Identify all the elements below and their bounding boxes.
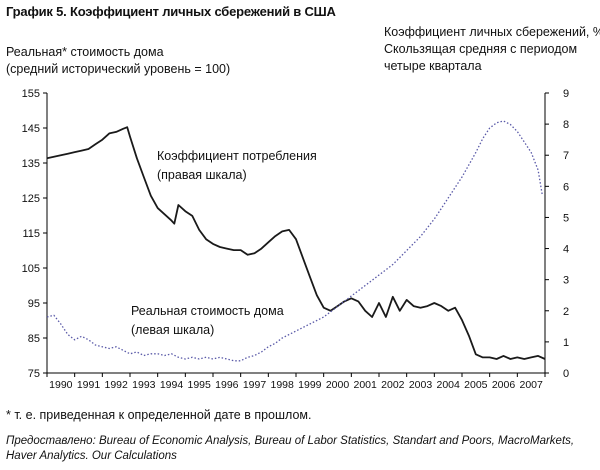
- x-tick-label: 1999: [298, 379, 322, 391]
- chart-canvas: 155 145 135 125 115 105 95 85 75 9 8 7 6 5 4 3 2 1 0 1990 19…: [22, 88, 569, 391]
- house-value-annotation: (левая шкала): [131, 323, 214, 337]
- left-tick-label: 135: [22, 158, 40, 170]
- left-tick-label: 105: [22, 263, 40, 275]
- right-tick-label: 8: [563, 119, 569, 131]
- x-tick-label: 1993: [132, 379, 156, 391]
- x-tick-label: 1994: [160, 379, 184, 391]
- left-tick-label: 125: [22, 193, 40, 205]
- right-axis-title-line-1: Коэффициент личных сбережений, %: [384, 25, 600, 39]
- x-tick-label: 2007: [519, 379, 543, 391]
- right-tick-label: 7: [563, 150, 569, 162]
- x-tick-label: 1992: [104, 379, 128, 391]
- footnote: * т. е. приведенная к определенной дате …: [6, 408, 312, 422]
- right-tick-label: 1: [563, 337, 569, 349]
- right-tick-label: 9: [563, 88, 569, 100]
- x-tick-label: 2005: [464, 379, 488, 391]
- left-tick-label: 85: [28, 333, 40, 345]
- right-tick-label: 6: [563, 181, 569, 193]
- x-tick-label: 2006: [492, 379, 516, 391]
- x-tick-label: 1991: [77, 379, 101, 391]
- x-tick-label: 1996: [215, 379, 239, 391]
- x-tick-label: 2002: [381, 379, 405, 391]
- house-value-line: [46, 120, 543, 362]
- right-tick-label: 2: [563, 306, 569, 318]
- right-axis-title-line-2: Скользящая средняя с периодом: [384, 42, 578, 56]
- chart-title: График 5. Коэффициент личных сбережений …: [6, 4, 336, 19]
- x-tick-label: 1998: [270, 379, 294, 391]
- right-tick-label: 5: [563, 212, 569, 224]
- left-axis-title-line-2: (средний исторический уровень = 100): [6, 62, 231, 76]
- right-tick-label: 3: [563, 275, 569, 287]
- source-note: Предоставлено: Bureau of Economic Analys…: [6, 435, 575, 462]
- right-axis-title-line-3: четыре квартала: [384, 59, 482, 73]
- left-tick-label: 155: [22, 88, 40, 100]
- x-tick-label: 2000: [326, 379, 350, 391]
- right-axis-title: Коэффициент личных сбережений, % Скользя…: [384, 24, 600, 75]
- left-axis-title: Реальная* стоимость дома (средний истори…: [6, 44, 230, 78]
- left-tick-label: 95: [28, 298, 40, 310]
- x-tick-label: 2004: [436, 379, 460, 391]
- consumption-ratio-annotation: Коэффициент потребления: [157, 149, 317, 163]
- right-tick-label: 4: [563, 244, 569, 256]
- consumption-ratio-line: [46, 126, 546, 360]
- right-tick-label: 0: [563, 368, 569, 380]
- left-tick-label: 115: [22, 228, 40, 240]
- x-tick-label: 2001: [353, 379, 377, 391]
- left-tick-label: 75: [28, 368, 40, 380]
- x-tick-label: 1997: [243, 379, 267, 391]
- x-tick-label: 2003: [409, 379, 433, 391]
- x-tick-label: 1995: [187, 379, 211, 391]
- left-axis-title-line-1: Реальная* стоимость дома: [6, 45, 164, 59]
- consumption-ratio-annotation: (правая шкала): [157, 168, 247, 182]
- house-value-annotation: Реальная стоимость дома: [131, 304, 284, 318]
- left-tick-label: 145: [22, 123, 40, 135]
- x-tick-label: 1990: [49, 379, 73, 391]
